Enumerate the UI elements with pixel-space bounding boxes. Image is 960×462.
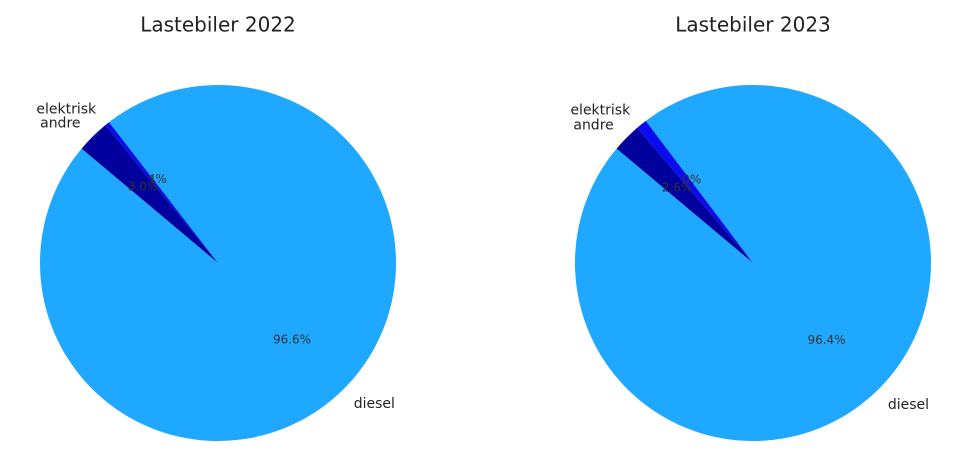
chart-title: Lastebiler 2022 (140, 13, 296, 37)
pie-slice (637, 120, 753, 264)
chart-title: Lastebiler 2023 (675, 13, 831, 37)
slice-label: diesel (888, 397, 929, 413)
slice-label: elektrisk (570, 102, 631, 118)
pie-slice (575, 84, 932, 441)
slice-label: elektrisk (36, 102, 97, 118)
value-label: 96.6% (273, 332, 311, 346)
value-label: 2.6% (662, 180, 693, 194)
slice-label: andre (40, 116, 80, 132)
slice-label: andre (573, 117, 613, 133)
value-label: 96.4% (807, 333, 845, 347)
pie-slice (105, 122, 218, 263)
pie-slice (81, 125, 218, 264)
value-label: 3.0% (128, 179, 159, 193)
slice-label: diesel (354, 396, 395, 412)
pie-slice (616, 127, 753, 264)
